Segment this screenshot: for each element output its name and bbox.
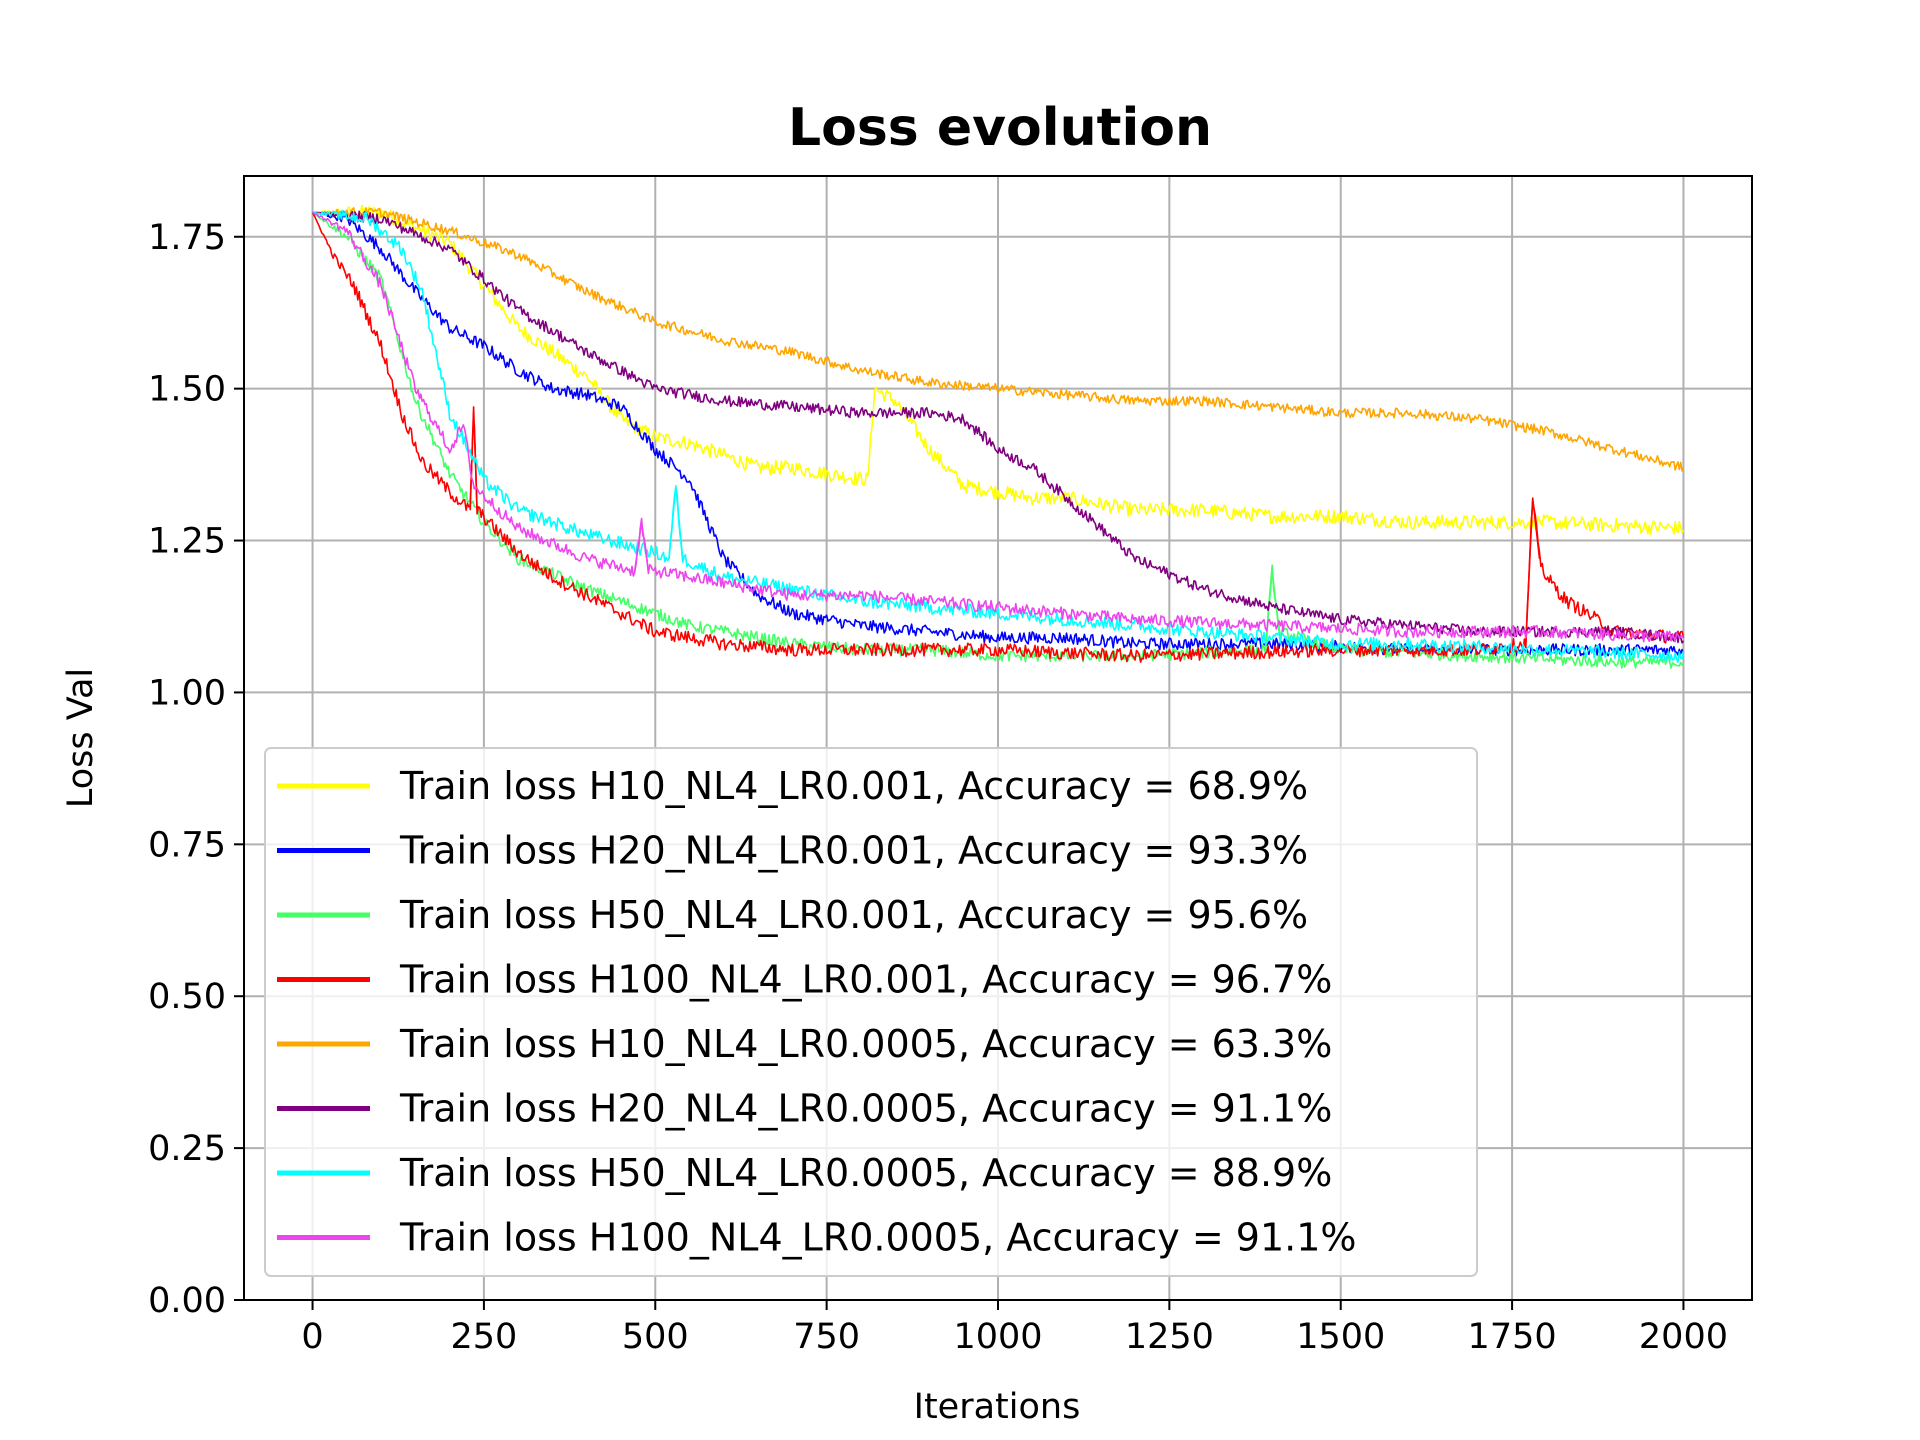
y-tick-label: 1.25 <box>148 522 226 562</box>
axis-ticks: 0 250 500 750 1000 1250 1500 1750 2000 0.00 0.25 0.… <box>148 218 1728 1357</box>
legend-box <box>264 747 1478 1277</box>
x-tick-label: 1000 <box>953 1317 1042 1357</box>
y-tick-label: 0.25 <box>148 1129 226 1169</box>
y-axis-label: Loss Val <box>61 668 101 808</box>
legend: Train loss H10_NL4_LR0.001, Accuracy = 6… <box>264 747 1478 1277</box>
x-tick-label: 750 <box>793 1317 860 1357</box>
legend-entry-label: Train loss H50_NL4_LR0.001, Accuracy = 9… <box>399 893 1308 937</box>
y-tick-label: 0.50 <box>148 977 226 1017</box>
y-tick-label: 1.00 <box>148 673 226 713</box>
legend-entry-label: Train loss H20_NL4_LR0.001, Accuracy = 9… <box>399 829 1308 873</box>
x-tick-label: 500 <box>622 1317 689 1357</box>
legend-entry-label: Train loss H10_NL4_LR0.0005, Accuracy = … <box>399 1022 1332 1066</box>
series-line-6 <box>312 210 1685 644</box>
series-line-1 <box>312 204 1685 535</box>
series-line-4 <box>311 212 1685 663</box>
legend-entry-label: Train loss H20_NL4_LR0.0005, Accuracy = … <box>399 1087 1332 1131</box>
series-line-8 <box>312 211 1685 643</box>
series-lines <box>311 204 1685 669</box>
y-tick-label: 0.75 <box>148 825 226 865</box>
legend-entry-label: Train loss H10_NL4_LR0.001, Accuracy = 6… <box>399 764 1308 808</box>
series-spike-7 <box>668 485 684 559</box>
x-tick-label: 0 <box>301 1317 323 1357</box>
y-tick-label: 0.00 <box>148 1281 226 1321</box>
x-tick-label: 1750 <box>1468 1317 1557 1357</box>
series-line-3 <box>312 211 1684 669</box>
x-tick-label: 2000 <box>1639 1317 1728 1357</box>
legend-entry-label: Train loss H100_NL4_LR0.0005, Accuracy =… <box>399 1216 1357 1260</box>
chart-title: Loss evolution <box>788 98 1212 158</box>
series-line-5 <box>312 207 1685 472</box>
y-tick-label: 1.50 <box>148 370 226 410</box>
x-tick-label: 1500 <box>1296 1317 1385 1357</box>
x-axis-label: Iterations <box>914 1387 1081 1427</box>
legend-entry-label: Train loss H100_NL4_LR0.001, Accuracy = … <box>399 958 1332 1002</box>
series-spike-8 <box>633 521 650 572</box>
legend-entry-label: Train loss H50_NL4_LR0.0005, Accuracy = … <box>399 1151 1332 1195</box>
y-tick-label: 1.75 <box>148 218 226 258</box>
x-tick-label: 1250 <box>1125 1317 1214 1357</box>
series-line-7 <box>312 210 1685 663</box>
x-tick-label: 250 <box>451 1317 518 1357</box>
